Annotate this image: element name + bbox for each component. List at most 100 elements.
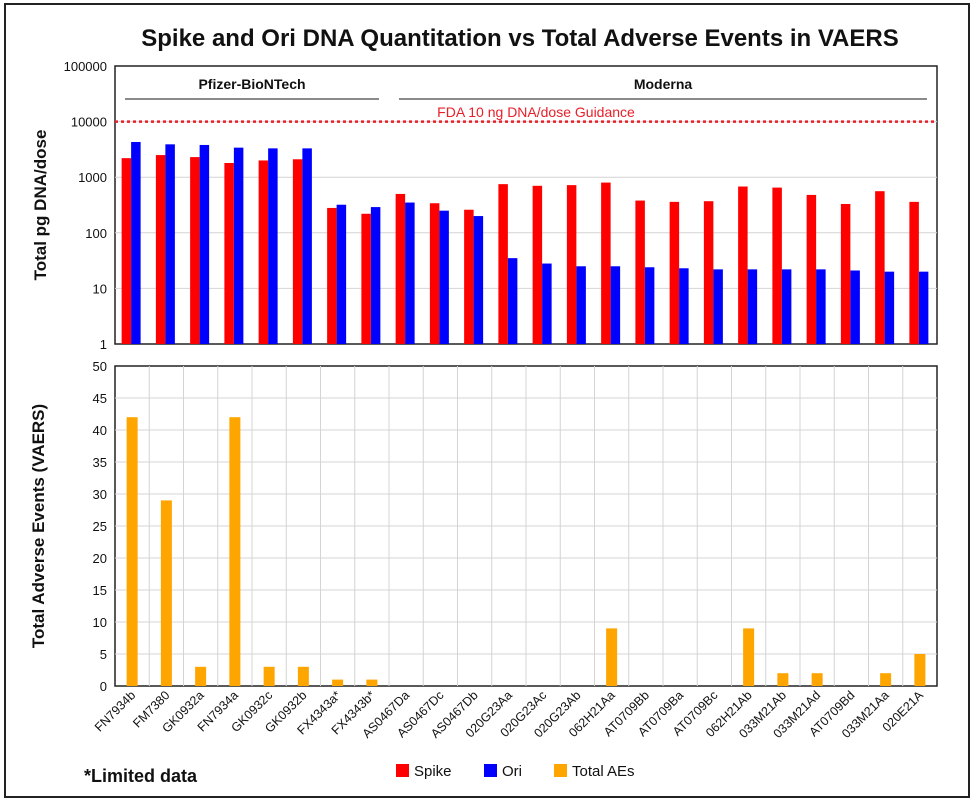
spike-bar-FN7934b — [121, 158, 132, 344]
spike-bar-AS0467Db — [464, 209, 474, 344]
bottom-y-tick-label: 0 — [100, 679, 107, 694]
spike-bar-AS0467Da — [395, 193, 406, 344]
total-aes-bar-033M21Aa — [880, 673, 892, 686]
spike-bar-062H21Ab — [738, 186, 748, 344]
top-y-tick-label: 10000 — [71, 115, 107, 130]
ori-bar-AS0467Db — [473, 216, 484, 344]
ori-bar-020G23Ab — [576, 266, 586, 344]
spike-bar-AT0709Ba — [669, 201, 680, 344]
ori-bar-AS0467Da — [405, 202, 415, 344]
bottom-y-tick-label: 15 — [93, 583, 107, 598]
ori-bar-020G23Ac — [542, 263, 552, 344]
legend-label: Total AEs — [572, 763, 635, 780]
spike-bar-GK0932a — [190, 157, 200, 344]
top-y-ticks: 1 10 100 1000 10000 100000 — [64, 59, 107, 352]
top-y-tick-label: 100000 — [64, 59, 107, 74]
bottom-y-tick-label: 35 — [93, 455, 107, 470]
bottom-y-axis-label: Total Adverse Events (VAERS) — [29, 404, 48, 648]
ori-bar-033M21Ab — [781, 269, 792, 344]
spike-bar-AT0709Bb — [635, 200, 645, 344]
category-labels: FN7934bFM7380GK0932aFN7934aGK0932cGK0932… — [92, 688, 926, 741]
bottom-y-tick-label: 25 — [93, 519, 107, 534]
spike-bar-033M21Aa — [875, 191, 885, 344]
ori-bar-FX4343a — [336, 204, 347, 344]
top-plot-area — [114, 65, 938, 345]
legend-swatch — [554, 764, 567, 777]
group-brackets: Pfizer-BioNTech Moderna — [125, 76, 927, 100]
total-aes-bar-GK0932b — [297, 666, 309, 686]
total-aes-bar-GK0932c — [263, 666, 275, 686]
spike-bar-020G23Ab — [566, 185, 577, 344]
spike-bar-AS0467Dc — [429, 203, 440, 344]
spike-bar-FX4343b — [361, 213, 371, 344]
bottom-y-tick-label: 30 — [93, 487, 107, 502]
ori-bar-FN7934a — [233, 147, 244, 344]
ori-bar-020G23Aa — [507, 258, 518, 344]
bottom-y-tick-label: 5 — [100, 647, 107, 662]
group-label: Pfizer-BioNTech — [198, 76, 305, 92]
group-label: Moderna — [634, 76, 693, 92]
bottom-y-tick-label: 20 — [93, 551, 107, 566]
top-bars — [121, 141, 929, 344]
top-y-tick-label: 1 — [100, 337, 107, 352]
spike-bar-FN7934a — [224, 163, 234, 344]
spike-bar-033M21Ab — [772, 187, 782, 344]
ori-bar-062H21Aa — [610, 266, 621, 344]
ori-bar-062H21Ab — [747, 269, 758, 344]
spike-bar-033M21Ad — [806, 194, 817, 344]
chart-title: Spike and Ori DNA Quantitation vs Total … — [141, 25, 899, 52]
legend: Spike Ori Total AEs — [396, 763, 635, 780]
bottom-y-ticks: 0 5 10 15 20 25 30 35 40 45 50 — [93, 359, 107, 694]
ori-bar-AT0709Ba — [679, 268, 689, 344]
spike-bar-020G23Ac — [532, 185, 543, 344]
ori-bar-AS0467Dc — [439, 210, 449, 344]
bottom-bars — [126, 417, 926, 686]
total-aes-bar-062H21Aa — [606, 628, 618, 686]
bottom-y-tick-label: 45 — [93, 391, 107, 406]
legend-swatch — [484, 764, 497, 777]
ori-bar-FM7380 — [165, 144, 175, 344]
bottom-y-tick-label: 50 — [93, 359, 107, 374]
bottom-y-tick-label: 10 — [93, 615, 107, 630]
spike-bar-GK0932c — [258, 160, 269, 344]
ori-bar-AT0709Bb — [644, 267, 655, 344]
total-aes-bar-062H21Ab — [743, 628, 755, 686]
bottom-y-tick-label: 40 — [93, 423, 107, 438]
top-y-tick-label: 1000 — [78, 170, 107, 185]
ori-bar-GK0932a — [199, 144, 210, 344]
top-y-tick-label: 100 — [85, 226, 107, 241]
total-aes-bar-033M21Ad — [811, 673, 823, 686]
total-aes-bar-FX4343b — [366, 679, 378, 686]
bottom-gridlines — [115, 366, 937, 686]
spike-bar-FX4343a — [327, 207, 337, 344]
spike-bar-020E21A — [909, 201, 919, 344]
ori-bar-033M21Aa — [884, 271, 895, 344]
ori-bar-020E21A — [918, 271, 929, 344]
ori-bar-AT0709Bc — [713, 269, 723, 344]
total-aes-bar-GK0932a — [195, 666, 207, 686]
legend-swatch — [396, 764, 409, 777]
legend-label: Spike — [414, 763, 452, 780]
ori-bar-GK0932b — [302, 148, 312, 344]
spike-bar-AT0709Bc — [703, 201, 714, 344]
top-y-tick-label: 10 — [93, 281, 107, 296]
total-aes-bar-FN7934b — [126, 417, 138, 686]
total-aes-bar-FN7934a — [229, 417, 241, 686]
spike-bar-GK0932b — [292, 159, 303, 344]
total-aes-bar-FM7380 — [160, 500, 172, 686]
ori-bar-AT0709Bd — [850, 270, 860, 344]
ori-bar-GK0932c — [268, 148, 278, 344]
ori-bar-FN7934b — [131, 141, 141, 344]
spike-bar-020G23Aa — [498, 184, 508, 344]
spike-bar-AT0709Bd — [840, 203, 851, 344]
spike-bar-FM7380 — [155, 155, 166, 344]
spike-bar-062H21Aa — [601, 182, 611, 344]
total-aes-bar-033M21Ab — [777, 673, 789, 686]
total-aes-bar-FX4343a — [332, 679, 344, 686]
footnote: *Limited data — [84, 766, 198, 786]
fda-guidance-label: FDA 10 ng DNA/dose Guidance — [437, 104, 635, 120]
ori-bar-033M21Ad — [816, 269, 826, 344]
ori-bar-FX4343b — [370, 207, 381, 344]
legend-label: Ori — [502, 763, 522, 780]
